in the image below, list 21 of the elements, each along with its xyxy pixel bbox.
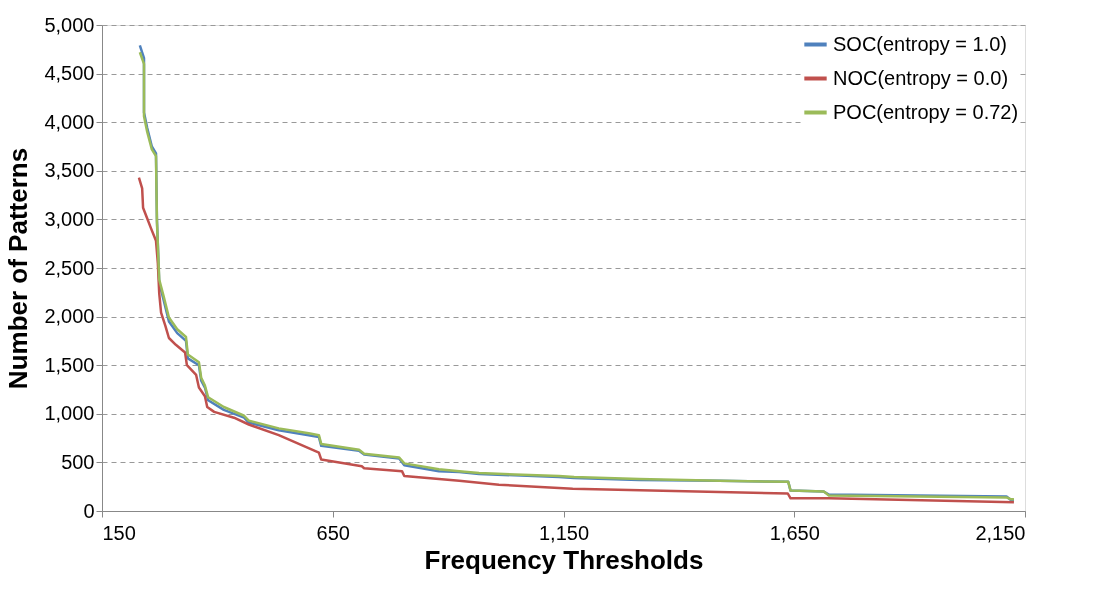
x-tick-label: 150 bbox=[102, 521, 136, 544]
x-tick-label: 1,650 bbox=[769, 521, 820, 544]
x-axis-title: Frequency Thresholds bbox=[424, 544, 704, 575]
y-tick-label: 5,000 bbox=[44, 13, 95, 36]
y-tick-label: 4,500 bbox=[44, 62, 95, 85]
y-tick-label: 1,500 bbox=[44, 353, 95, 376]
y-tick-label: 3,000 bbox=[44, 207, 95, 230]
y-tick-label: 500 bbox=[61, 450, 95, 473]
x-tick-label: 1,150 bbox=[538, 521, 590, 544]
legend-label: SOC(entropy = 1.0) bbox=[833, 32, 1007, 55]
y-tick-label: 2,500 bbox=[44, 256, 95, 279]
y-tick-label: 2,000 bbox=[44, 305, 95, 328]
legend-label: POC(entropy = 0.72) bbox=[833, 100, 1019, 123]
x-tick-label: 2,150 bbox=[975, 521, 1026, 544]
y-tick-label: 1,000 bbox=[44, 402, 95, 425]
y-axis-title: Number of Patterns bbox=[3, 147, 34, 390]
legend-label: NOC(entropy = 0.0) bbox=[833, 66, 1009, 89]
y-tick-label: 0 bbox=[83, 499, 95, 522]
y-tick-label: 3,500 bbox=[44, 159, 95, 182]
x-tick-label: 650 bbox=[316, 521, 350, 544]
y-tick-label: 4,000 bbox=[44, 110, 95, 133]
